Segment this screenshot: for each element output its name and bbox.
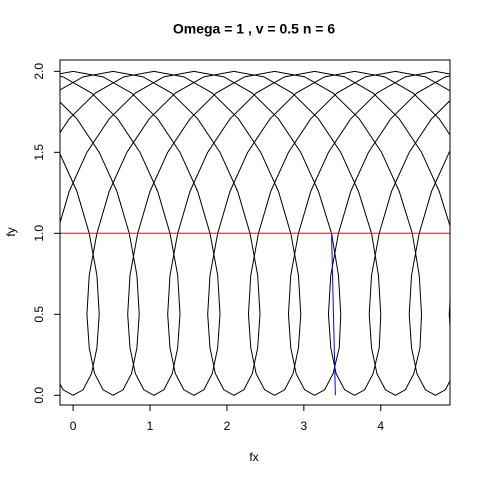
plot-area xyxy=(60,70,450,396)
y-tick-label: 1.5 xyxy=(32,144,46,161)
curve xyxy=(60,70,450,396)
x-tick-label: 1 xyxy=(147,419,154,433)
plot-frame xyxy=(59,59,451,406)
curve xyxy=(60,70,450,396)
y-tick-label: 2.0 xyxy=(32,63,46,80)
x-tick-label: 3 xyxy=(301,419,308,433)
chart-title: Omega = 1 , v = 0.5 n = 6 xyxy=(173,21,335,37)
curve xyxy=(60,70,450,396)
x-tick-label: 2 xyxy=(224,419,231,433)
y-tick-label: 1.0 xyxy=(32,225,46,242)
x-tick-label: 0 xyxy=(70,419,77,433)
y-axis-label: fy xyxy=(4,227,18,236)
y-tick-label: 0.5 xyxy=(32,306,46,323)
curve xyxy=(60,70,450,396)
x-axis-label: fx xyxy=(249,450,258,464)
x-tick-label: 4 xyxy=(377,419,384,433)
y-tick-label: 0.0 xyxy=(32,387,46,404)
curve xyxy=(331,233,336,396)
curve xyxy=(60,70,450,396)
